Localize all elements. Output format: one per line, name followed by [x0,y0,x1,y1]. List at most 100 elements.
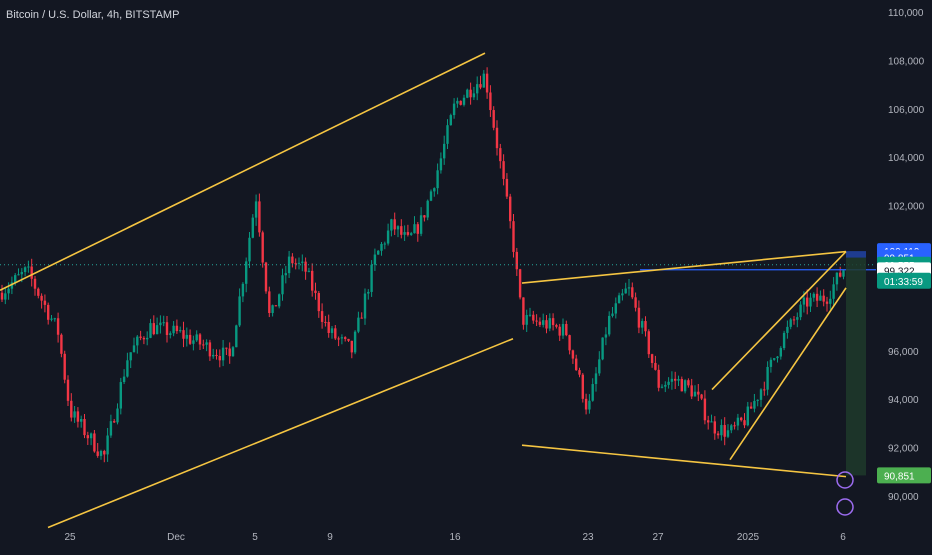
candle-body [637,307,641,328]
candle-body [542,320,545,325]
candle-body [674,378,677,381]
position-stop-zone[interactable] [846,251,866,258]
candle-body [185,334,188,339]
candle-body [627,287,631,289]
position-target-zone[interactable] [846,257,866,476]
candle-body [433,188,436,192]
candle-body [109,421,113,436]
x-tick-label: 16 [449,532,461,543]
candle-body [182,330,185,339]
candle-body [218,356,221,361]
candle-body [776,356,779,359]
candle-body [782,332,786,349]
candle-body [462,97,466,105]
candle-body [278,294,281,307]
candle-body [47,304,50,320]
candle-body [528,314,532,316]
candle-body [779,348,782,357]
candle-body [608,315,611,335]
candle-body [439,158,443,171]
candle-body [469,89,472,98]
candle-body [390,219,393,231]
countdown-box [877,272,931,289]
candle-body [581,374,584,399]
candle-body [40,295,43,301]
candle-body [617,295,621,304]
candle-body [806,297,809,307]
candle-body [842,270,845,277]
candle-body [116,408,119,423]
candle-body [429,191,433,201]
candle-body [753,400,756,409]
candle-body [76,411,80,422]
candle-body [647,331,650,355]
candle-body [377,250,380,255]
candle-body [63,353,66,380]
trendline[interactable] [47,337,514,529]
candle-body [410,233,413,235]
candle-body [591,384,594,401]
candle-body [621,293,624,296]
candle-body [132,345,136,353]
candle-body [393,219,396,230]
candle-body [723,425,726,437]
candle-body [604,334,608,338]
candle-body [30,266,33,279]
candle-body [347,338,350,341]
trendline[interactable] [729,287,847,461]
candle-body [327,321,330,333]
candle-body [670,378,674,382]
trendline[interactable] [711,251,847,391]
candle-body [733,425,736,427]
candle-body [373,254,377,265]
candle-body [710,421,713,423]
candle-body [304,261,307,272]
candle-body [644,321,647,332]
candle-body [383,243,386,245]
candle-body [380,243,383,251]
candle-body [340,337,344,339]
candle-body [657,369,660,388]
candle-body [251,217,254,238]
price-tag-label: 90,851 [884,471,915,482]
candle-body [221,347,225,361]
candle-body [287,256,291,274]
trendline[interactable] [521,250,847,284]
candle-body [152,323,155,335]
event-icon[interactable] [836,471,854,489]
candle-body [86,435,89,439]
candle-body [740,417,743,421]
candle-body [320,311,324,322]
candle-body [518,269,522,298]
flash-icon[interactable] [836,498,854,516]
candle-body [324,321,327,323]
candle-body [485,73,489,93]
candle-body [403,232,406,235]
candle-body [334,328,337,339]
candle-body [231,347,235,357]
candle-body [122,376,126,383]
candle-body [353,331,357,353]
candle-body [175,325,179,332]
candle-body [792,319,796,321]
candle-body [238,296,241,326]
candle-body [70,400,73,418]
candle-body [413,224,416,234]
candle-body [0,292,4,300]
candle-body [89,433,93,439]
candle-body [436,170,439,189]
candle-body [198,334,202,345]
candle-body [664,384,667,387]
trendline[interactable] [521,444,847,478]
candle-body [532,314,535,321]
trendline[interactable] [0,52,486,292]
y-tick-label: 102,000 [888,202,925,213]
candle-body [261,232,264,263]
candle-body [641,321,644,328]
candles [0,67,845,463]
candle-body [601,337,604,360]
x-tick-label: 27 [652,532,664,543]
